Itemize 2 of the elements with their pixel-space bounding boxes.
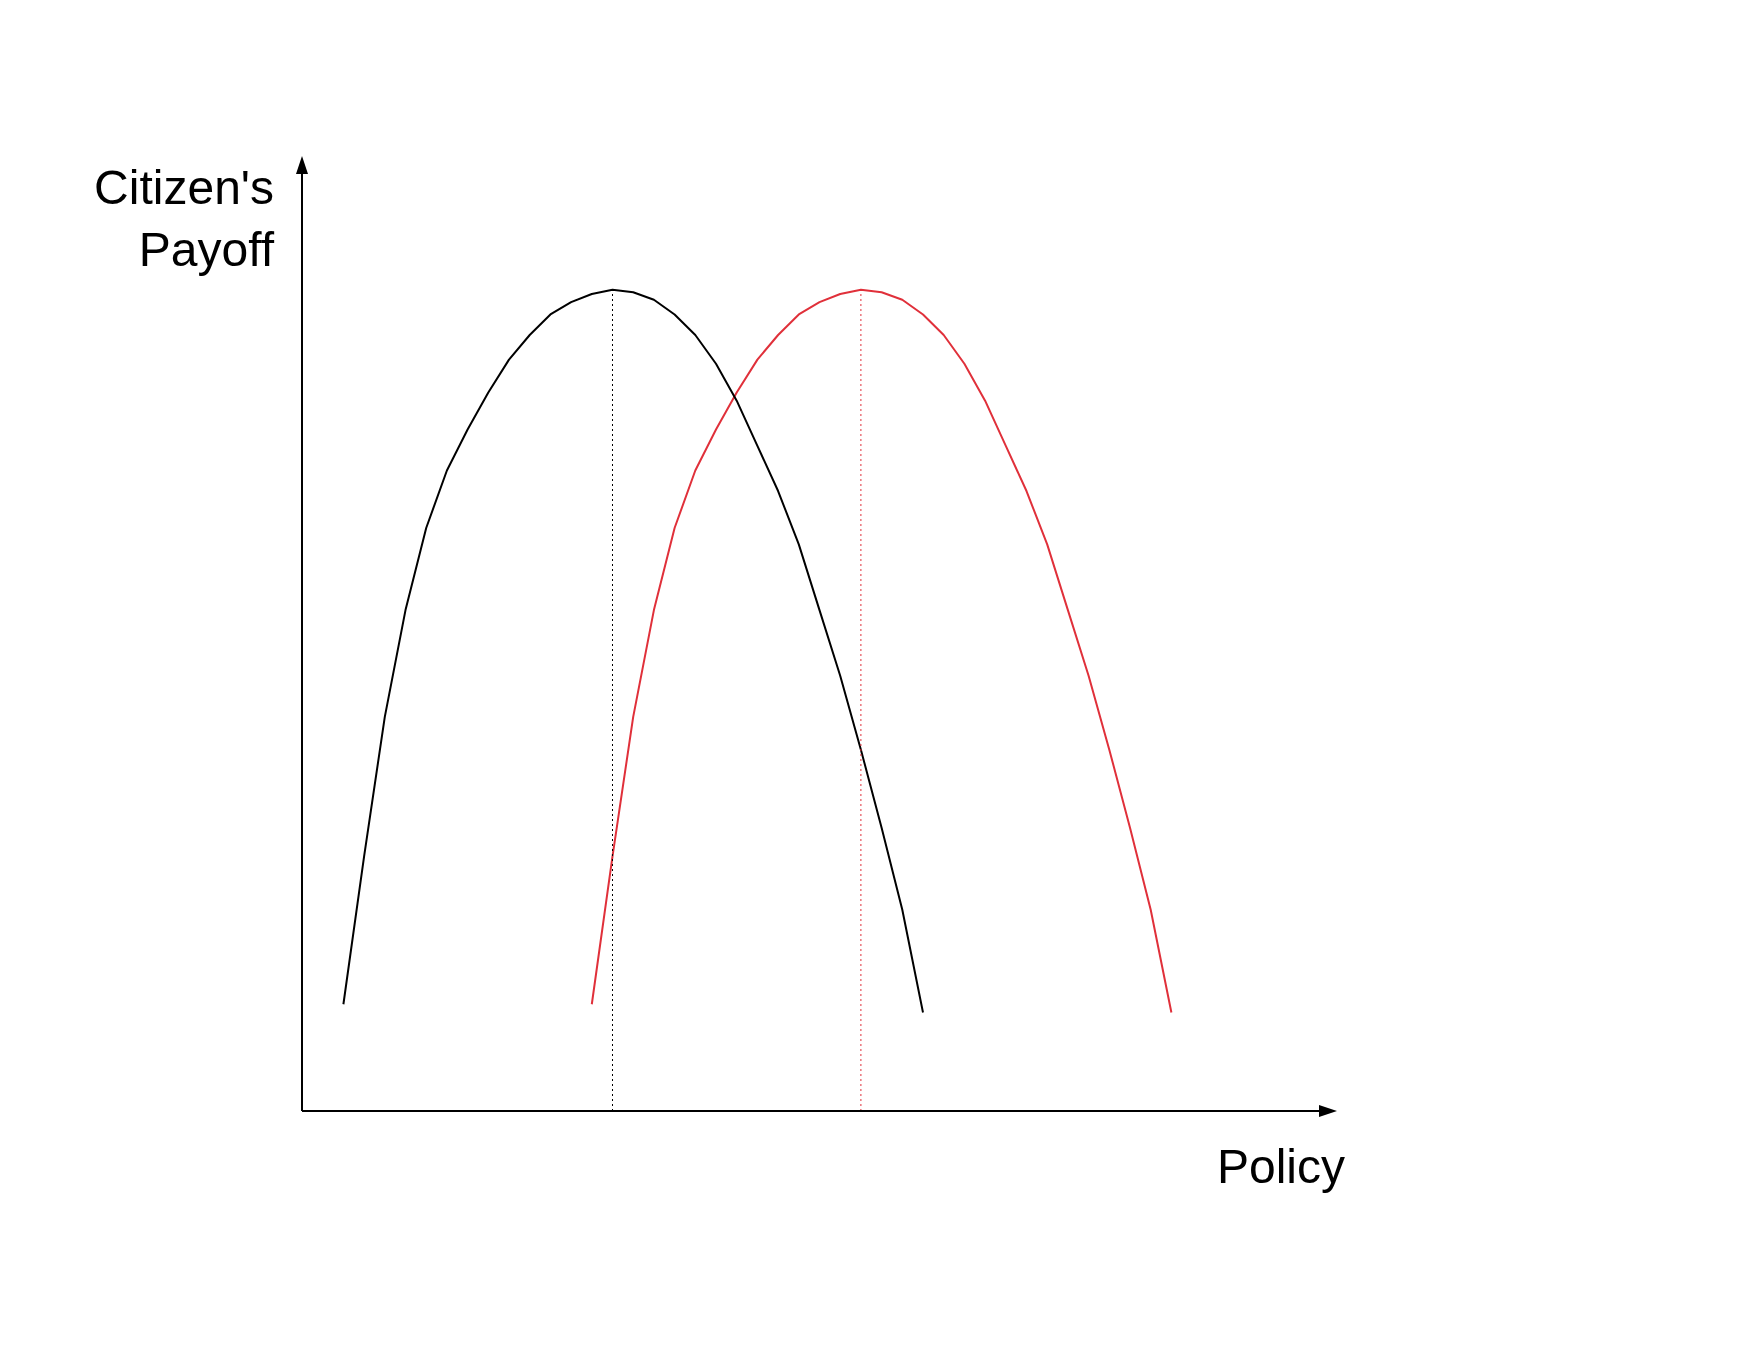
x-axis-title: Policy: [1216, 1140, 1345, 1193]
y-axis-title: Citizen's Payoff: [94, 161, 275, 276]
